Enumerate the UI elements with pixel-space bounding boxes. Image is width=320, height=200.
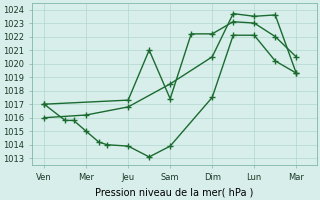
- X-axis label: Pression niveau de la mer( hPa ): Pression niveau de la mer( hPa ): [95, 187, 253, 197]
